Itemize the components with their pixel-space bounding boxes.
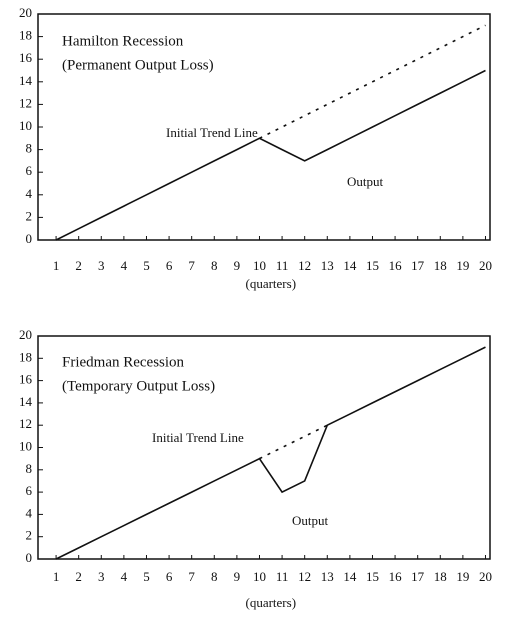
x-tick-label: 1 xyxy=(53,569,60,584)
x-tick-label: 16 xyxy=(389,258,403,273)
x-tick-label: 18 xyxy=(434,258,447,273)
y-tick-label: 4 xyxy=(26,186,33,201)
x-tick-label: 11 xyxy=(276,569,289,584)
x-tick-label: 2 xyxy=(75,258,82,273)
x-tick-label: 19 xyxy=(456,258,469,273)
y-tick-label: 12 xyxy=(19,95,32,110)
x-tick-label: 8 xyxy=(211,258,218,273)
y-tick-label: 6 xyxy=(26,163,33,178)
x-tick-label: 7 xyxy=(188,258,195,273)
y-tick-label: 18 xyxy=(19,28,32,43)
y-tick-label: 14 xyxy=(19,73,33,88)
chart-title: Hamilton Recession xyxy=(62,33,184,49)
x-tick-label: 9 xyxy=(234,258,241,273)
y-tick-label: 16 xyxy=(19,372,33,387)
x-tick-label: 4 xyxy=(121,569,128,584)
x-tick-label: 13 xyxy=(321,258,334,273)
series-line xyxy=(55,346,486,560)
x-tick-label: 16 xyxy=(389,569,403,584)
x-tick-label: 1 xyxy=(53,258,60,273)
x-tick-label: 17 xyxy=(411,258,425,273)
x-axis-label: (quarters) xyxy=(246,595,297,610)
y-tick-label: 4 xyxy=(26,505,33,520)
x-tick-label: 13 xyxy=(321,569,334,584)
x-tick-label: 10 xyxy=(253,569,266,584)
series-line xyxy=(259,424,328,460)
y-tick-label: 16 xyxy=(19,50,33,65)
x-tick-label: 5 xyxy=(143,258,150,273)
x-tick-label: 3 xyxy=(98,258,105,273)
x-tick-label: 19 xyxy=(456,569,469,584)
x-tick-label: 6 xyxy=(166,569,173,584)
x-tick-label: 14 xyxy=(343,569,357,584)
x-tick-label: 8 xyxy=(211,569,218,584)
series-annotation: Initial Trend Line xyxy=(152,430,244,445)
y-tick-label: 18 xyxy=(19,349,32,364)
y-tick-label: 10 xyxy=(19,118,32,133)
chart-subtitle: (Temporary Output Loss) xyxy=(62,378,215,394)
y-tick-label: 0 xyxy=(26,550,33,565)
y-tick-label: 2 xyxy=(26,208,33,223)
y-tick-label: 8 xyxy=(26,141,33,156)
y-tick-label: 8 xyxy=(26,461,33,476)
x-tick-label: 20 xyxy=(479,258,492,273)
y-tick-label: 6 xyxy=(26,483,33,498)
y-tick-label: 10 xyxy=(19,438,32,453)
x-tick-label: 5 xyxy=(143,569,150,584)
y-tick-label: 14 xyxy=(19,394,33,409)
x-tick-label: 3 xyxy=(98,569,105,584)
y-tick-label: 20 xyxy=(19,5,32,20)
chart-title: Friedman Recession xyxy=(62,354,185,370)
x-tick-label: 2 xyxy=(75,569,82,584)
series-annotation: Output xyxy=(347,174,384,189)
y-tick-label: 12 xyxy=(19,416,32,431)
x-tick-label: 15 xyxy=(366,569,379,584)
x-tick-label: 15 xyxy=(366,258,379,273)
chart-subtitle: (Permanent Output Loss) xyxy=(62,57,214,73)
x-tick-label: 12 xyxy=(298,258,311,273)
x-axis-label: (quarters) xyxy=(246,276,297,291)
x-tick-label: 17 xyxy=(411,569,425,584)
x-tick-label: 14 xyxy=(343,258,357,273)
x-tick-label: 20 xyxy=(479,569,492,584)
y-tick-label: 2 xyxy=(26,528,33,543)
series-annotation: Output xyxy=(292,513,329,528)
x-tick-label: 18 xyxy=(434,569,447,584)
x-tick-label: 7 xyxy=(188,569,195,584)
y-tick-label: 20 xyxy=(19,327,32,342)
x-tick-label: 4 xyxy=(121,258,128,273)
series-line xyxy=(55,69,486,241)
x-tick-label: 12 xyxy=(298,569,311,584)
x-tick-label: 11 xyxy=(276,258,289,273)
y-tick-label: 0 xyxy=(26,231,33,246)
series-annotation: Initial Trend Line xyxy=(166,125,258,140)
x-tick-label: 9 xyxy=(234,569,241,584)
x-tick-label: 10 xyxy=(253,258,266,273)
x-tick-label: 6 xyxy=(166,258,173,273)
series-line xyxy=(259,24,486,140)
